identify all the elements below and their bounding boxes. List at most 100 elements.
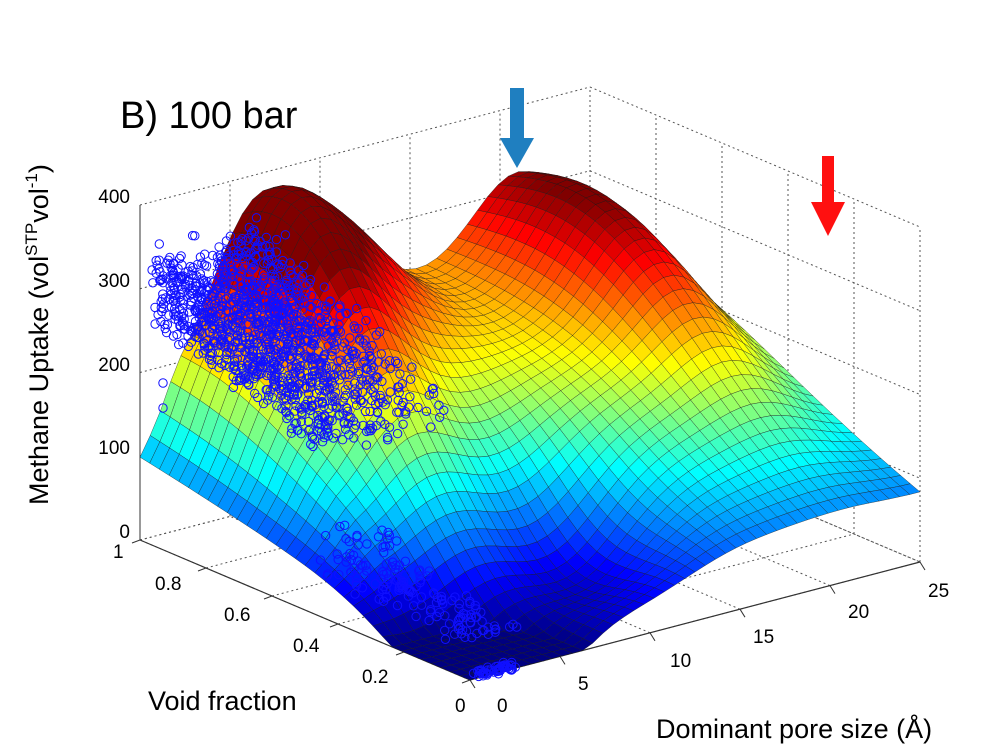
axis-line xyxy=(919,561,926,571)
z-tick-4: 400 xyxy=(98,187,130,208)
scatter-point xyxy=(290,419,300,429)
scatter-point xyxy=(341,308,351,318)
scatter-point xyxy=(372,407,383,418)
scatter-point xyxy=(210,338,221,348)
scatter-point xyxy=(349,433,359,443)
scatter-point xyxy=(315,555,326,565)
scatter-point xyxy=(468,668,479,678)
scatter-point xyxy=(308,410,318,420)
scatter-point xyxy=(154,239,165,249)
scatter-point xyxy=(319,327,329,337)
scatter-point xyxy=(357,374,367,384)
axis-line xyxy=(461,679,471,684)
scatter-point xyxy=(325,296,335,306)
blue-arrow xyxy=(500,88,534,168)
scatter-point xyxy=(460,632,470,642)
scatter-point xyxy=(336,370,347,380)
scatter-point xyxy=(366,365,376,376)
scatter-point xyxy=(155,267,165,277)
scatter-point xyxy=(292,315,302,326)
scatter-point xyxy=(208,277,219,287)
scatter-point xyxy=(202,336,212,346)
x-tick-1: 0.2 xyxy=(362,667,388,688)
scatter-point xyxy=(491,665,501,676)
scatter-point xyxy=(401,409,411,419)
scatter-point xyxy=(194,313,205,323)
scatter-point xyxy=(381,559,391,569)
scatter-point xyxy=(344,430,354,440)
scatter-point xyxy=(151,255,161,266)
x-axis-label: Void fraction xyxy=(148,686,297,716)
scatter-point xyxy=(307,400,317,410)
scatter-point xyxy=(365,406,375,417)
scatter-point xyxy=(434,607,445,618)
scatter-point xyxy=(226,267,237,277)
scatter-point xyxy=(512,622,522,632)
scatter-point xyxy=(458,613,468,623)
scatter-point xyxy=(195,278,205,288)
scatter-point xyxy=(252,302,263,313)
scatter-point xyxy=(253,240,263,250)
scatter-point xyxy=(424,566,434,576)
z-tick-2: 200 xyxy=(98,355,130,376)
scatter-point xyxy=(183,331,193,341)
scatter-point xyxy=(247,264,258,274)
scatter-point xyxy=(351,578,362,588)
scatter-point xyxy=(333,554,343,565)
axis-line xyxy=(197,567,207,572)
scatter-point xyxy=(296,416,306,427)
scatter-point xyxy=(158,378,168,388)
z-tick-labels: 0 100 200 300 400 xyxy=(98,187,130,543)
scatter-point xyxy=(213,347,224,358)
scatter-point xyxy=(170,307,181,317)
scatter-point xyxy=(491,624,501,634)
scatter-point xyxy=(160,323,170,334)
scatter-point xyxy=(263,354,274,365)
scatter-point xyxy=(279,297,290,307)
z-axis-label-end: ) xyxy=(24,164,54,173)
z-axis-label: Methane Uptake (volSTPvol-1) xyxy=(22,164,54,505)
scatter-point xyxy=(313,327,323,337)
scatter-point xyxy=(320,310,330,320)
scatter-point xyxy=(219,313,229,323)
scatter-point xyxy=(440,634,451,644)
scatter-point xyxy=(345,333,355,343)
x-tick-5: 1 xyxy=(113,542,124,563)
scatter-point xyxy=(235,316,246,326)
scatter-point xyxy=(330,396,340,407)
scatter-point xyxy=(171,290,181,300)
scatter-point xyxy=(421,406,432,416)
scatter-point xyxy=(222,354,232,364)
scatter-point xyxy=(356,396,366,406)
scatter-point xyxy=(265,347,276,357)
scatter-point xyxy=(228,245,239,256)
scatter-point xyxy=(491,661,501,672)
scatter-point xyxy=(510,662,520,672)
scatter-point xyxy=(313,410,323,421)
scatter-point xyxy=(424,615,434,626)
scatter-point xyxy=(150,319,160,329)
scatter-point xyxy=(178,319,188,329)
scatter-point xyxy=(248,349,259,359)
scatter-point xyxy=(269,371,279,381)
scatter-point xyxy=(303,416,314,427)
y-tick-5: 25 xyxy=(928,581,949,602)
scatter-point xyxy=(217,262,227,273)
scatter-point xyxy=(167,270,178,280)
scatter-point xyxy=(173,316,184,326)
scatter-point xyxy=(213,341,223,351)
scatter-point xyxy=(361,341,371,351)
scatter-point xyxy=(371,330,381,340)
scatter-point xyxy=(360,356,370,366)
scatter-point xyxy=(279,351,289,361)
scatter-point xyxy=(294,265,304,275)
scatter-point xyxy=(504,622,515,632)
scatter-point xyxy=(272,401,282,411)
scatter-point xyxy=(334,569,344,580)
scatter-point xyxy=(323,569,333,579)
scatter-point xyxy=(344,536,354,547)
scatter-point xyxy=(148,278,158,288)
scatter-point xyxy=(392,536,402,546)
scatter-point xyxy=(304,389,314,399)
